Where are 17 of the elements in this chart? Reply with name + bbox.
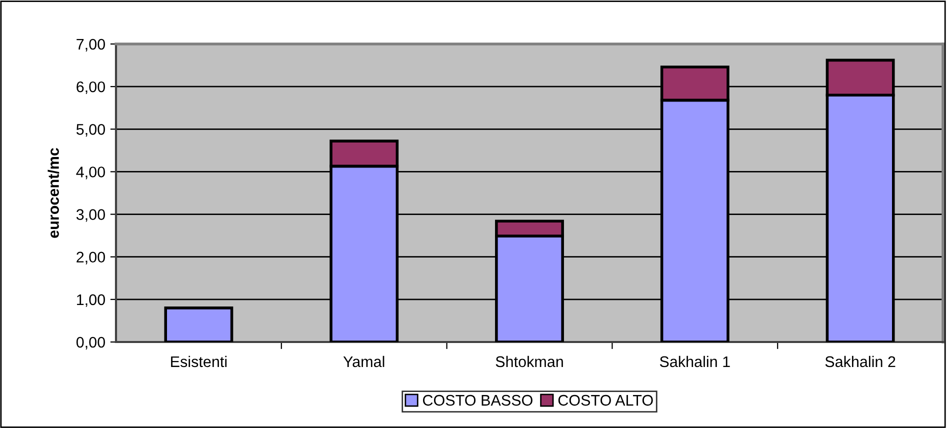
y-tick-label: 4,00 xyxy=(76,166,105,180)
legend-label: COSTO BASSO xyxy=(423,394,532,406)
y-tick-label: 1,00 xyxy=(77,294,105,307)
x-tick-label: Yamal xyxy=(343,356,384,368)
x-tick-label: Esistenti xyxy=(171,356,227,368)
x-tick-label: Shtokman xyxy=(496,356,563,368)
x-tick-label: Sakhalin 1 xyxy=(660,356,730,368)
y-axis-title: eurocent/mc xyxy=(48,148,60,238)
y-tick-label: 3,00 xyxy=(76,209,105,222)
y-tick-label: 2,00 xyxy=(76,252,105,264)
y-tick-label: 6,00 xyxy=(76,81,105,94)
x-tick-label: Sakhalin 2 xyxy=(825,356,896,368)
y-tick-label: 5,00 xyxy=(76,124,105,137)
y-tick-label: 7,00 xyxy=(76,38,105,52)
bar xyxy=(164,306,234,342)
legend-label: COSTO ALTO xyxy=(558,394,653,406)
y-tick-label: 0,00 xyxy=(76,336,105,350)
